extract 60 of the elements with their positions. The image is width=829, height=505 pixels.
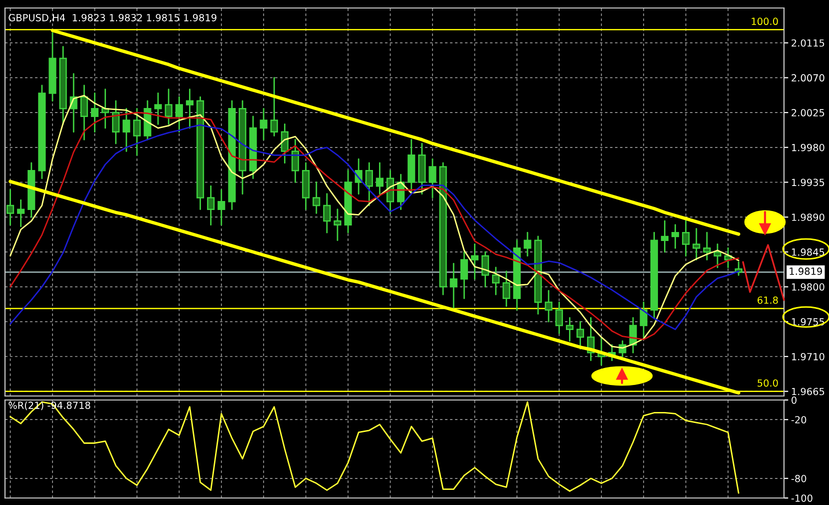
candlestick	[334, 208, 342, 242]
y-tick-label: 1.9800	[792, 283, 824, 291]
candlestick	[481, 251, 490, 288]
candlestick	[112, 100, 120, 144]
y-tick-label: 1.9980	[792, 144, 824, 152]
candlestick	[376, 162, 384, 195]
ref-line-label: 1.9819	[790, 268, 822, 275]
annotation: 61.8	[758, 296, 778, 304]
y-tick-label: 1.9710	[792, 352, 824, 360]
y-tick-label: 2.0025	[792, 109, 824, 116]
candlestick	[90, 92, 99, 133]
y-tick-label: 1.9845	[792, 248, 824, 256]
candlestick	[576, 320, 584, 350]
candlestick	[460, 251, 468, 300]
candlestick	[492, 266, 500, 296]
candlestick	[682, 220, 690, 257]
candlestick	[524, 232, 532, 257]
candlestick	[470, 244, 479, 280]
y-tick-label: 2.0070	[792, 74, 824, 82]
candlestick	[671, 224, 680, 249]
candlestick	[312, 182, 320, 214]
y-tick-label: -20	[791, 416, 806, 424]
candlestick	[154, 92, 162, 125]
candlestick	[660, 220, 669, 253]
candlestick	[714, 244, 722, 268]
y-tick-label: 0	[792, 396, 796, 404]
line-series	[10, 401, 740, 494]
candlestick	[640, 302, 648, 338]
candlestick	[186, 88, 194, 129]
annotation: 50.0	[758, 379, 778, 387]
candlestick	[218, 189, 226, 226]
candlestick	[122, 108, 130, 152]
candlestick	[555, 302, 563, 334]
candlestick	[6, 189, 14, 226]
annotation: 100.0	[752, 18, 778, 26]
candlestick	[133, 108, 141, 156]
candlestick	[502, 270, 510, 307]
y-tick-label: 1.9935	[792, 178, 824, 186]
candlestick	[365, 162, 373, 206]
candlestick	[323, 193, 331, 234]
candlestick	[270, 77, 278, 136]
candlestick	[428, 158, 436, 198]
y-tick-label: -80	[791, 474, 806, 482]
candlestick	[544, 290, 552, 322]
candlestick	[450, 262, 458, 311]
candlestick	[164, 88, 172, 125]
candlestick	[17, 199, 25, 228]
candlestick	[291, 138, 300, 183]
candlestick	[692, 228, 700, 260]
candlestick	[80, 84, 88, 140]
candlestick	[260, 108, 268, 140]
y-tick-label: 1.9890	[792, 214, 824, 221]
candlestick	[175, 96, 183, 133]
y-tick-label: -100	[791, 494, 812, 502]
candlestick	[703, 232, 711, 260]
candlestick	[566, 317, 574, 342]
candlestick	[207, 185, 215, 226]
y-tick-label: 2.0115	[792, 39, 824, 47]
text: GBPUSD,H4 1.9823 1.9832 1.9815 1.9819	[8, 14, 216, 22]
y-tick-label: 1.9665	[792, 388, 824, 396]
